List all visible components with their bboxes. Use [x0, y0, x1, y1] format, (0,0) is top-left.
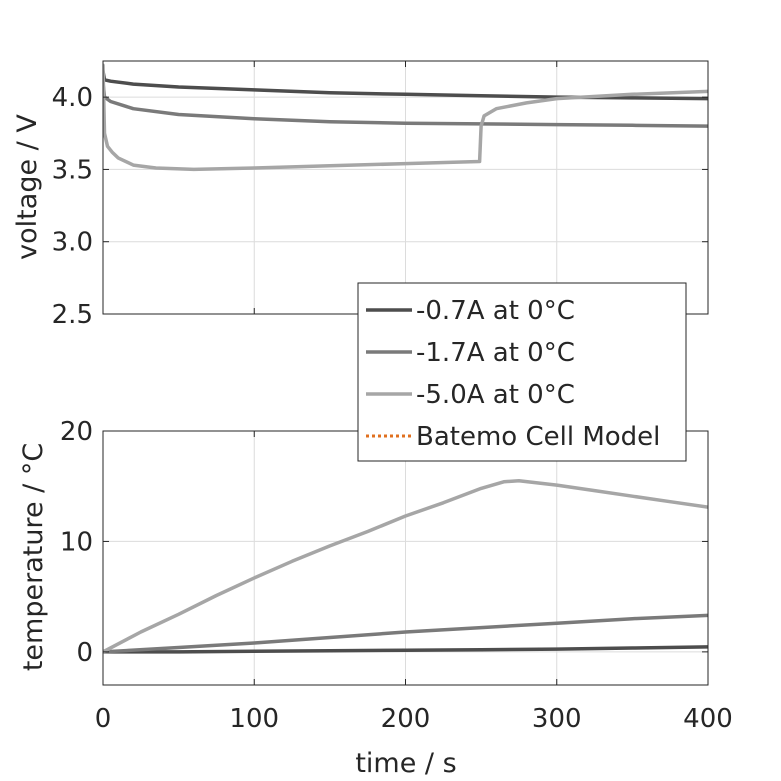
temperature-plot: 0 100 200 300 400 0 10 20 temperature / °C time… [18, 417, 733, 779]
voltage-y-tick-label: 3.0 [52, 228, 93, 258]
temperature-y-tick-label: 20 [60, 417, 93, 447]
legend-box [357, 282, 687, 462]
temperature-x-tick-label: 200 [381, 704, 431, 734]
voltage-y-tick-label: 3.5 [52, 155, 93, 185]
temperature-y-axis-label: temperature / °C [18, 443, 49, 671]
temperature-x-tick-label: 400 [683, 704, 733, 734]
temperature-x-tick-label: 0 [95, 704, 112, 734]
legend-entry: Batemo Cell Model [366, 422, 660, 452]
temperature-series [103, 478, 708, 654]
temperature-series-line [103, 645, 708, 654]
temperature-x-tick-label: 100 [229, 704, 279, 734]
time-x-axis-label: time / s [355, 748, 456, 779]
legend-label: Batemo Cell Model [416, 422, 660, 452]
temperature-y-tick-label: 10 [60, 527, 93, 557]
voltage-tick-labels: 2.5 3.0 3.5 4.0 [52, 83, 93, 330]
legend-entry: -1.7A at 0°C [366, 338, 575, 368]
temperature-series-line [103, 478, 708, 654]
voltage-series-line [103, 63, 708, 172]
legend-entry: -5.0A at 0°C [366, 380, 575, 410]
voltage-series [103, 63, 708, 172]
legend-entry: -0.7A at 0°C [366, 296, 575, 326]
legend-label: -5.0A at 0°C [416, 380, 575, 410]
temperature-x-tick-label: 300 [532, 704, 582, 734]
legend: -0.7A at 0°C -1.7A at 0°C -5.0A at 0°C B… [357, 282, 687, 462]
temperature-tick-labels: 0 100 200 300 400 0 10 20 [60, 417, 733, 734]
voltage-plot: 2.5 3.0 3.5 4.0 voltage / V [12, 60, 709, 330]
voltage-y-tick-label: 4.0 [52, 83, 93, 113]
voltage-y-tick-label: 2.5 [52, 300, 93, 330]
temperature-y-tick-label: 0 [76, 638, 93, 668]
legend-label: -0.7A at 0°C [416, 296, 575, 326]
voltage-series-line [103, 80, 708, 128]
legend-label: -1.7A at 0°C [416, 338, 575, 368]
voltage-y-axis-label: voltage / V [12, 114, 43, 260]
temperature-series-line [103, 613, 708, 654]
